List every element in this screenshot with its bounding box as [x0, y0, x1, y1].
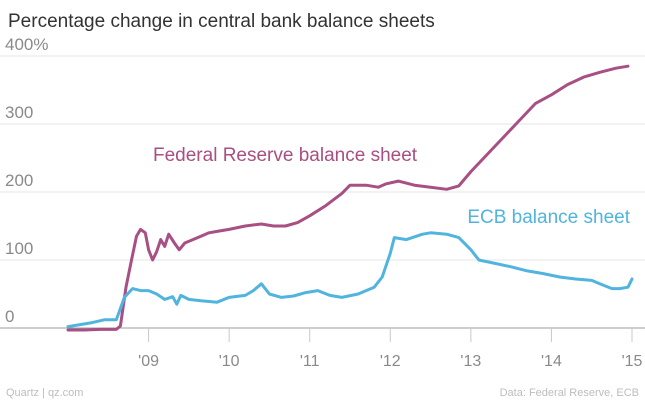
fed-balance-sheet-line [66, 64, 630, 332]
series-annotations: Federal Reserve balance sheet ECB balance… [153, 145, 631, 228]
fed-series-label: Federal Reserve balance sheet [153, 145, 418, 166]
data-source: Data: Federal Reserve, ECB [500, 387, 639, 399]
x-tick-label: '14 [541, 353, 562, 370]
x-tick-label: '15 [622, 353, 643, 370]
x-tick-label: '12 [380, 353, 401, 370]
y-tick-label: 100 [5, 239, 33, 258]
source-credit: Quartz | qz.com [6, 387, 83, 399]
ecb-balance-sheet-line [66, 231, 634, 329]
y-tick-label: 300 [5, 103, 33, 122]
x-axis-ticks: '09 '10 '11 '12 '13 '14 '15 [138, 328, 643, 370]
series-lines [66, 64, 634, 332]
y-tick-label: 0 [5, 307, 14, 326]
y-axis-tick-labels: 400% 300 200 100 0 [5, 35, 48, 326]
x-tick-label: '11 [300, 353, 320, 370]
ecb-series-label: ECB balance sheet [467, 207, 630, 228]
y-tick-label: 400% [5, 35, 48, 54]
x-tick-label: '13 [460, 353, 481, 370]
chart-title: Percentage change in central bank balanc… [8, 11, 435, 32]
x-tick-label: '09 [138, 353, 159, 370]
y-tick-label: 200 [5, 171, 33, 190]
x-tick-label: '10 [219, 353, 240, 370]
